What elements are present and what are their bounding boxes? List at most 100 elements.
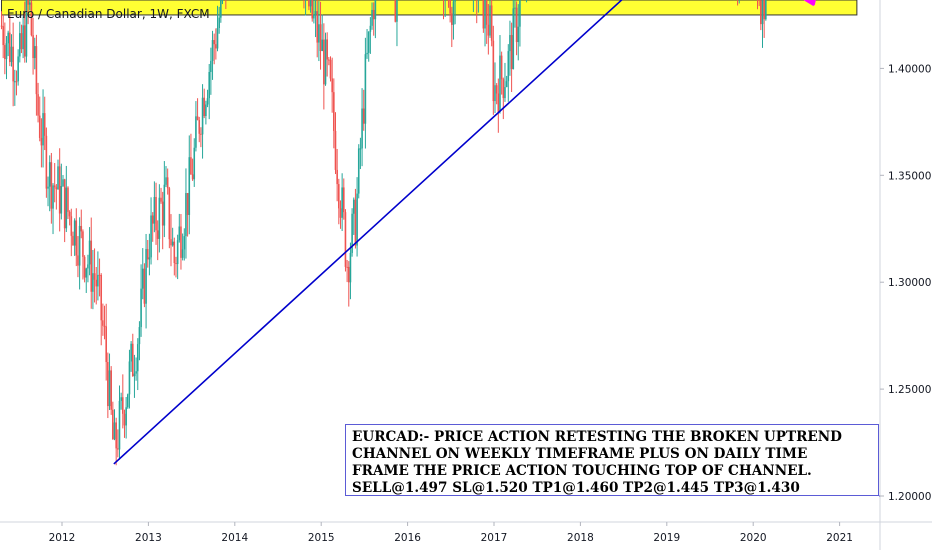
candle-body <box>319 24 322 52</box>
candle-body <box>45 135 48 189</box>
candle-body <box>364 54 367 124</box>
candle-body <box>140 288 142 328</box>
candle-body <box>487 24 490 36</box>
candle-body <box>42 113 44 146</box>
candle-body <box>329 59 332 79</box>
candle-body <box>57 166 59 190</box>
candle-body <box>145 249 147 304</box>
candle-body <box>349 252 352 283</box>
candle-body <box>105 326 107 363</box>
candle-body <box>107 362 109 407</box>
x-tick-label: 2021 <box>826 532 853 544</box>
candle-body <box>173 241 176 264</box>
candle-body <box>490 5 493 41</box>
y-tick-label: 1.30000 <box>888 277 931 289</box>
candle-body <box>68 211 71 217</box>
candle-body <box>100 275 103 321</box>
candle-body <box>98 274 101 276</box>
candle-body <box>218 17 220 29</box>
candle-body <box>211 40 214 61</box>
candle-body <box>333 92 335 131</box>
price-axis[interactable]: 1.650001.600001.550001.500001.450001.400… <box>880 0 931 503</box>
candle-body <box>308 0 310 7</box>
candle-body <box>208 71 211 99</box>
time-axis[interactable]: 2012 2013 2014 2015 2016 2017 2018 2019 2020 2021 <box>49 522 853 544</box>
chart-title: Euro / Canadian Dollar, 1W, FXCM <box>7 7 210 21</box>
annotation-box[interactable]: EURCAD:- PRICE ACTION RETESTING THE BROK… <box>345 424 879 496</box>
candle-body <box>512 8 515 70</box>
candle-body <box>216 28 219 49</box>
candle-body <box>515 7 518 43</box>
candle-body <box>450 13 453 25</box>
candle-body <box>215 44 217 49</box>
candle-body <box>40 137 43 146</box>
candle-body <box>23 25 26 57</box>
candle-body <box>88 240 91 265</box>
candle-body <box>760 0 762 25</box>
candle-body <box>452 1 455 25</box>
candle-body <box>22 25 24 50</box>
candle-body <box>492 40 495 102</box>
candle-body <box>394 0 397 22</box>
candle-body <box>141 268 144 289</box>
candle-body <box>85 268 88 278</box>
x-tick-label: 2014 <box>221 532 248 544</box>
candle-body <box>110 370 112 410</box>
candle-body <box>143 268 146 304</box>
candle-body <box>318 24 320 43</box>
support-zone-rect <box>1 0 858 16</box>
candle-body <box>505 81 508 88</box>
candle-body <box>78 225 81 266</box>
candle-body <box>37 94 39 116</box>
candle-body <box>118 400 121 450</box>
candle-body <box>4 45 6 60</box>
candle-body <box>371 9 373 26</box>
candle-body <box>83 256 86 278</box>
candle-body <box>201 97 204 135</box>
candle-body <box>311 0 314 19</box>
candle-body <box>126 394 129 408</box>
candle-body <box>338 184 340 209</box>
candle-body <box>70 216 73 236</box>
candle-body <box>62 179 64 186</box>
candle-body <box>191 174 194 180</box>
candle-body <box>484 0 486 29</box>
candle-body <box>309 0 312 7</box>
candle-body <box>115 422 117 449</box>
candle-body <box>178 226 181 241</box>
candle-body <box>316 11 319 43</box>
candle-body <box>344 212 347 267</box>
y-tick-label: 1.20000 <box>888 491 931 503</box>
candle-body <box>150 215 152 258</box>
candle-body <box>15 81 18 83</box>
candle-body <box>14 81 16 83</box>
candle-body <box>131 343 134 377</box>
candle-body <box>77 255 79 266</box>
candle-body <box>43 113 46 136</box>
candle-body <box>180 226 182 258</box>
candle-body <box>454 0 456 2</box>
candle-body <box>369 25 372 32</box>
candle-body <box>125 407 127 426</box>
candle-body <box>30 2 33 36</box>
candle-body <box>97 274 99 287</box>
candle-body <box>352 199 355 214</box>
x-tick-label: 2019 <box>653 532 680 544</box>
candle-body <box>67 187 69 212</box>
candle-body <box>334 130 337 170</box>
candle-body <box>80 225 83 232</box>
x-tick-label: 2017 <box>481 532 508 544</box>
candle-body <box>33 46 36 59</box>
candle-body <box>359 148 362 150</box>
candle-body <box>514 7 516 9</box>
candle-body <box>58 166 61 214</box>
uptrend-line <box>113 0 623 465</box>
candle-body <box>321 39 323 52</box>
forecast-arrow-path <box>811 0 816 6</box>
candle-body <box>171 241 174 246</box>
candle-body <box>346 266 348 268</box>
y-tick-label: 1.40000 <box>888 63 931 75</box>
candle-body <box>176 240 179 265</box>
